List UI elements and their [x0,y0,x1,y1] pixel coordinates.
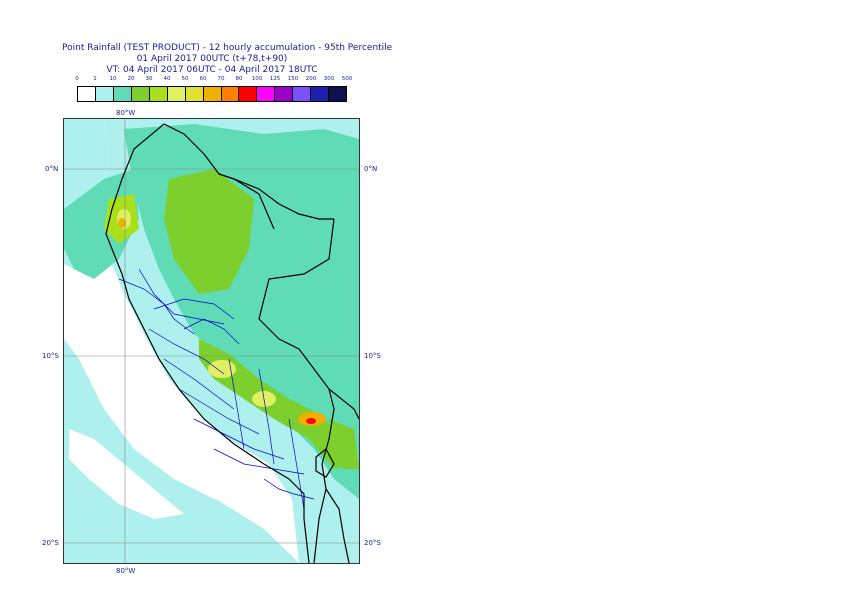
legend-swatch-7 [203,87,222,101]
legend-swatch-8 [221,87,240,101]
moderate-rain-coast [64,169,139,279]
title-line-1: Point Rainfall (TEST PRODUCT) - 12 hourl… [62,43,393,53]
admin-boundaries [118,268,315,510]
right-latitude-20s: 20°S [364,539,381,547]
right-latitude-0: 0°N [364,165,378,173]
legend-swatch-12 [293,87,312,101]
heavy-rain-central [199,339,354,469]
rainfall-map [64,119,359,563]
legend-tick-10: 100 [251,76,263,82]
legend-tick-13: 200 [305,76,317,82]
legend-swatch-4 [149,87,168,101]
bolivia-border [328,388,359,420]
legend-tick-0: 0 [75,76,79,82]
eastern-border [258,218,335,563]
legend-tick-9: 80 [235,76,243,82]
legend-swatch-14 [329,87,347,101]
heavy-rain-north [164,169,254,294]
red-rain-core [306,418,316,424]
yellow-rain-core-1 [208,360,236,378]
country-borders [105,123,359,563]
legend-tick-8: 70 [217,76,225,82]
legend-swatch-3 [131,87,150,101]
title-line-2: 01 April 2017 00UTC (t+78,t+90) [136,54,288,64]
legend-tick-7: 60 [199,76,207,82]
heavy-rain-southeast [329,419,359,469]
legend-swatch-2 [113,87,132,101]
legend-swatch-9 [239,87,258,101]
map-frame [63,118,360,564]
legend-tick-12: 150 [287,76,299,82]
bottom-longitude-label: 80°W [116,567,136,575]
legend-swatch-10 [257,87,276,101]
legend-tick-4: 30 [145,76,153,82]
legend-tick-15: 500 [341,76,353,82]
top-longitude-label: 80°W [116,109,136,117]
legend-tick-labels: 0 1 10 20 30 40 50 60 70 80 100 125 150 200 300 500 [75,76,352,86]
legend-swatch-0 [78,87,96,101]
map-title: Point Rainfall (TEST PRODUCT) - 12 hourl… [62,43,393,76]
northern-border [163,123,334,220]
legend-swatch-1 [95,87,114,101]
legend-tick-2: 10 [109,76,117,82]
color-legend: 0 1 10 20 30 40 50 60 70 80 100 125 150 200 300 500 [75,76,352,102]
legend-tick-11: 125 [269,76,281,82]
legend-tick-1: 1 [93,76,97,82]
legend-tick-14: 300 [323,76,335,82]
dry-ocean-patch [64,289,244,504]
legend-bar [77,86,347,102]
dry-ocean-patch-south [69,429,184,519]
legend-swatch-6 [185,87,204,101]
left-latitude-20s: 20°S [42,539,59,547]
legend-swatch-5 [167,87,186,101]
lake-titicaca [315,448,335,478]
southern-border [325,488,350,563]
right-latitude-10s: 10°S [364,352,381,360]
title-line-3: VT: 04 April 2017 06UTC - 04 April 2017 … [106,65,318,75]
orange-rain-core-2 [118,218,126,228]
legend-tick-3: 20 [127,76,135,82]
equator-river [218,173,275,230]
legend-swatch-11 [275,87,294,101]
left-latitude-0: 0°N [45,165,59,173]
legend-tick-6: 50 [181,76,189,82]
left-latitude-10s: 10°S [42,352,59,360]
legend-tick-5: 40 [163,76,171,82]
coastline [105,123,310,563]
legend-swatch-13 [311,87,330,101]
